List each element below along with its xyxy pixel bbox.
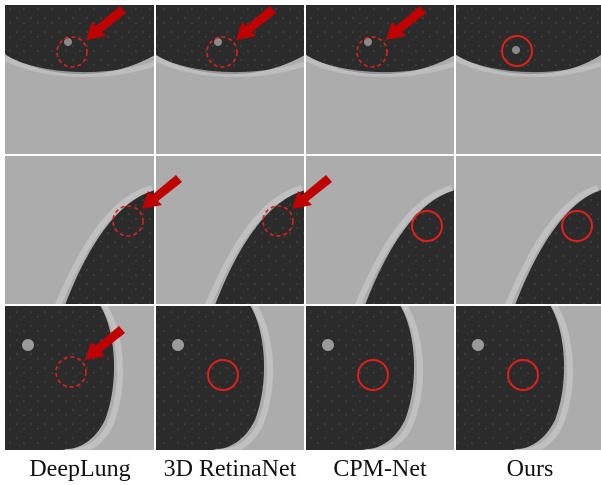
nodule-marker-3d-retinanet-row2 [262,205,294,237]
red-arrow-icon [292,175,332,209]
nodule-marker-ours-row3 [507,359,539,391]
nodule-marker-3d-retinanet-row1 [206,36,238,68]
column-label-ours: Ours [506,456,554,482]
panel-cpm-net-row3 [305,305,455,450]
detection-markers [55,6,593,391]
red-arrow-icon [142,175,182,209]
panel-ours-row2 [455,155,601,305]
red-arrow-icon [85,326,125,360]
column-label-3d-retinanet: 3D RetinaNet [163,456,297,482]
panel-cpm-net-row1 [305,5,455,155]
nodule-marker-deeplung-row3 [55,356,87,388]
nodule-marker-ours-row1 [501,35,533,67]
red-arrow-icon [386,6,426,40]
column-label-cpm-net: CPM-Net [333,456,427,482]
column-label-deeplung: DeepLung [29,456,131,482]
panel-deeplung-row1 [5,5,155,155]
nodule-marker-deeplung-row2 [112,205,144,237]
panel-ours-row1 [455,5,601,155]
panel-3d-retinanet-row2 [155,155,305,305]
panel-3d-retinanet-row3 [155,305,305,450]
red-arrow-icon [236,6,276,40]
nodule-marker-cpm-net-row3 [357,359,389,391]
nodule-marker-cpm-net-row1 [356,36,388,68]
nodule-marker-3d-retinanet-row3 [207,359,239,391]
panel-deeplung-row3 [5,305,155,450]
panel-3d-retinanet-row1 [155,5,305,155]
nodule-marker-deeplung-row1 [56,36,88,68]
nodule-marker-ours-row2 [561,210,593,242]
red-arrow-icon [86,6,126,40]
nodule-marker-cpm-net-row2 [411,210,443,242]
panel-ours-row3 [455,305,601,450]
panel-grid [5,5,601,450]
panel-deeplung-row2 [5,155,155,305]
